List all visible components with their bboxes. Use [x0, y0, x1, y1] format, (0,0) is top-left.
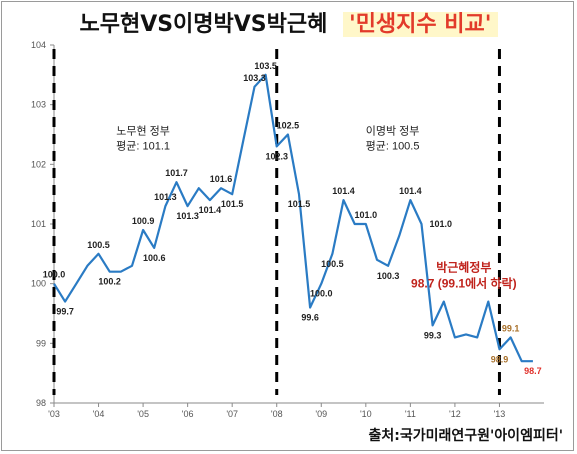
x-tick-label: '13	[494, 409, 506, 419]
y-tick-label: 103	[31, 100, 46, 110]
data-label: 100.9	[132, 216, 155, 226]
y-tick-label: 100	[31, 279, 46, 289]
y-tick-label: 101	[31, 219, 46, 229]
x-tick-label: '07	[226, 409, 238, 419]
data-label: 99.3	[424, 330, 442, 340]
data-label: 101.0	[430, 219, 453, 229]
x-tick-label: '08	[271, 409, 283, 419]
annotation-text: 노무현 정부	[116, 125, 170, 138]
data-label: 99.6	[301, 313, 319, 323]
x-tick-label: '06	[182, 409, 194, 419]
data-label: 98.9	[491, 354, 509, 364]
data-label: 101.3	[154, 192, 177, 202]
x-tick-label: '05	[137, 409, 149, 419]
data-label: 102.5	[277, 121, 300, 131]
data-label: 100.0	[310, 289, 333, 299]
data-label: 100.0	[43, 270, 66, 280]
data-label: 101.3	[176, 211, 199, 221]
data-label: 101.4	[332, 186, 355, 196]
annotation-text: 이명박 정부	[366, 125, 420, 138]
data-label: 101.5	[221, 199, 244, 209]
x-tick-label: '04	[93, 409, 105, 419]
data-label: 101.5	[288, 199, 311, 209]
x-tick-label: '10	[360, 409, 372, 419]
x-tick-label: '12	[449, 409, 461, 419]
y-tick-label: 98	[36, 398, 46, 408]
y-tick-label: 104	[31, 40, 46, 50]
data-label: 102.3	[265, 151, 288, 161]
annotation-text: 98.7 (99.1에서 하락)	[411, 276, 517, 291]
data-label: 101.6	[210, 174, 233, 184]
data-label: 99.1	[502, 323, 520, 333]
data-label: 101.4	[399, 186, 422, 196]
annotation-text: 박근혜정부	[436, 260, 491, 275]
annotation-text: 평균: 101.1	[116, 140, 170, 153]
data-label: 100.5	[321, 259, 344, 269]
data-label: 100.3	[377, 271, 400, 281]
data-label: 101.0	[355, 210, 378, 220]
data-label: 98.7	[524, 366, 542, 376]
title-area: 노무현VS이명박VS박근혜 '민생지수 비교'	[0, 6, 577, 37]
chart-subtitle: '민생지수 비교'	[342, 12, 498, 37]
data-label: 101.7	[165, 168, 188, 178]
chart-title: 노무현VS이명박VS박근혜	[79, 12, 328, 37]
annotation-text: 평균: 100.5	[366, 140, 420, 153]
data-label: 103.5	[254, 61, 277, 71]
data-label: 103.3	[243, 73, 266, 83]
data-label: 100.5	[87, 240, 110, 250]
x-tick-label: '03	[48, 409, 60, 419]
data-label: 100.6	[143, 253, 166, 263]
series-line	[53, 73, 533, 363]
data-label: 101.4	[199, 205, 222, 215]
y-tick-label: 99	[36, 338, 46, 348]
data-label: 99.7	[56, 307, 74, 317]
x-tick-label: '09	[315, 409, 327, 419]
x-tick-label: '11	[405, 409, 416, 419]
data-label: 100.2	[98, 277, 121, 287]
source-credit: 출처:국가미래연구원'아이엠피터'	[368, 428, 564, 444]
y-tick-label: 102	[31, 159, 46, 169]
